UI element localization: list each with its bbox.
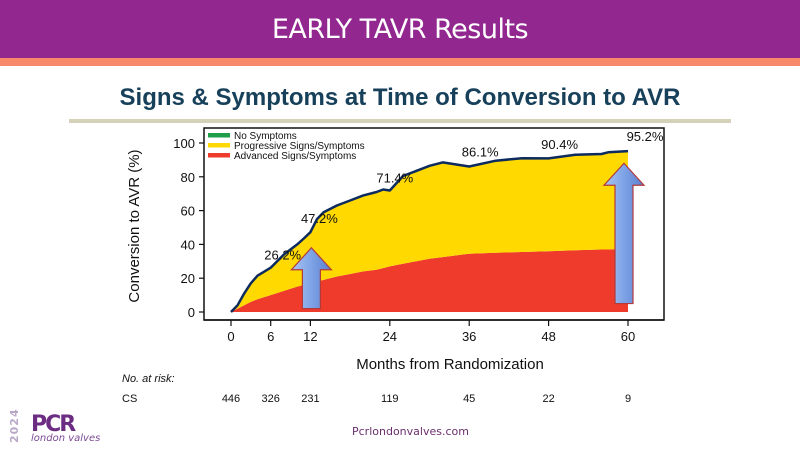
x-axis-label: Months from Randomization [356, 356, 544, 373]
data-label: 90.4% [541, 137, 578, 152]
y-tick-label: 20 [181, 271, 195, 286]
area-progressive-signs-symptoms [231, 152, 628, 312]
legend-label: No Symptoms [234, 131, 297, 142]
up-arrow-icon [290, 246, 333, 310]
y-tick-label: 100 [173, 136, 195, 151]
at-risk-value: 231 [301, 393, 319, 405]
title-divider [69, 119, 731, 123]
at-risk-title: No. at risk: [122, 373, 175, 385]
x-tick-label: 6 [267, 329, 274, 344]
up-arrow-icon [602, 162, 646, 305]
logo-year: 2024 [8, 408, 21, 443]
pcr-logo: PCR [31, 412, 76, 437]
at-risk-value: 326 [262, 393, 280, 405]
legend-swatch [208, 153, 230, 158]
x-tick-label: 12 [303, 329, 317, 344]
area-advanced-signs-symptoms [231, 248, 628, 312]
y-tick-label: 40 [181, 237, 195, 252]
x-tick-label: 48 [541, 329, 555, 344]
x-tick-label: 0 [227, 329, 234, 344]
legend-swatch [208, 143, 230, 148]
data-label: 95.2% [627, 129, 664, 144]
data-label: 86.1% [462, 144, 499, 159]
legend-swatch [208, 133, 230, 138]
y-tick-label: 60 [181, 204, 195, 219]
at-risk-value: 119 [381, 393, 399, 405]
legend-label: Progressive Signs/Symptoms [234, 141, 365, 152]
at-risk-value: 446 [222, 393, 240, 405]
data-label: 26.2% [264, 248, 301, 263]
header-stripe [0, 58, 800, 66]
data-label: 71.4% [376, 170, 413, 185]
footer-url[interactable]: Pcrlondonvalves.com [352, 425, 469, 438]
at-risk-row-label: CS [122, 393, 137, 405]
y-tick-label: 0 [188, 305, 195, 320]
y-tick-label: 80 [181, 170, 195, 185]
x-tick-label: 60 [621, 329, 635, 344]
at-risk-value: 22 [542, 393, 554, 405]
x-tick-label: 36 [462, 329, 476, 344]
cumulative-conversion-line [230, 149, 629, 313]
chart-title: Signs & Symptoms at Time of Conversion t… [119, 84, 681, 111]
x-tick-label: 24 [383, 329, 397, 344]
slide-header-title: EARLY TAVR Results [271, 14, 529, 45]
header-bar [0, 0, 800, 58]
data-label: 47.2% [301, 211, 338, 226]
logo-subtitle: london valves [31, 433, 101, 444]
y-axis-label: Conversion to AVR (%) [126, 149, 143, 302]
at-risk-value: 9 [625, 393, 631, 405]
legend-label: Advanced Signs/Symptoms [234, 151, 356, 162]
at-risk-value: 45 [463, 393, 475, 405]
